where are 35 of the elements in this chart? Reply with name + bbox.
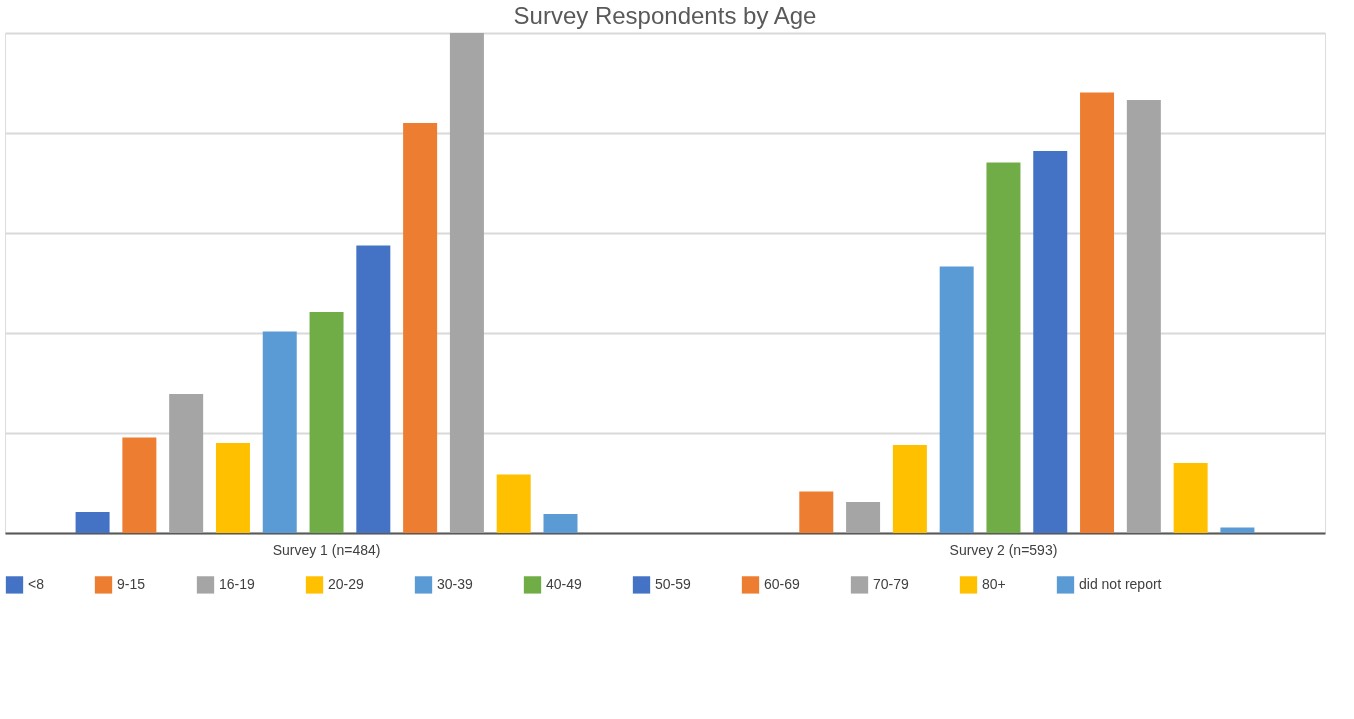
bar bbox=[169, 394, 204, 533]
legend-label: 40-49 bbox=[546, 575, 583, 592]
legend-label: 30-39 bbox=[437, 575, 474, 592]
legend-label: <8 bbox=[28, 575, 45, 592]
chart-title: Survey Respondents by Age bbox=[513, 2, 817, 29]
legend-label: 80+ bbox=[982, 575, 1006, 592]
bar bbox=[309, 312, 344, 533]
x-tick-label: Survey 1 (n=484) bbox=[272, 541, 381, 558]
bar bbox=[1080, 92, 1115, 533]
legend-label: 50-59 bbox=[655, 575, 692, 592]
bar bbox=[939, 266, 974, 533]
bar bbox=[1220, 527, 1255, 533]
bar bbox=[1173, 463, 1208, 533]
bar bbox=[543, 514, 578, 533]
legend-label: 60-69 bbox=[764, 575, 801, 592]
legend-label: 70-79 bbox=[873, 575, 910, 592]
x-tick-label: Survey 2 (n=593) bbox=[949, 541, 1058, 558]
bar bbox=[403, 123, 438, 533]
bar bbox=[262, 331, 297, 533]
legend-label: 20-29 bbox=[328, 575, 365, 592]
bar bbox=[986, 162, 1021, 533]
legend-label: did not report bbox=[1079, 575, 1162, 592]
bar bbox=[449, 33, 484, 533]
bar bbox=[799, 491, 834, 533]
bar bbox=[846, 502, 881, 533]
bar bbox=[122, 437, 157, 533]
legend-label: 16-19 bbox=[219, 575, 256, 592]
bar bbox=[75, 512, 110, 533]
bar bbox=[215, 443, 250, 533]
bar bbox=[1126, 100, 1161, 533]
bar bbox=[496, 474, 531, 533]
legend-label: 9-15 bbox=[117, 575, 146, 592]
bar bbox=[1033, 151, 1068, 533]
bar bbox=[356, 245, 391, 533]
bar bbox=[892, 445, 927, 533]
